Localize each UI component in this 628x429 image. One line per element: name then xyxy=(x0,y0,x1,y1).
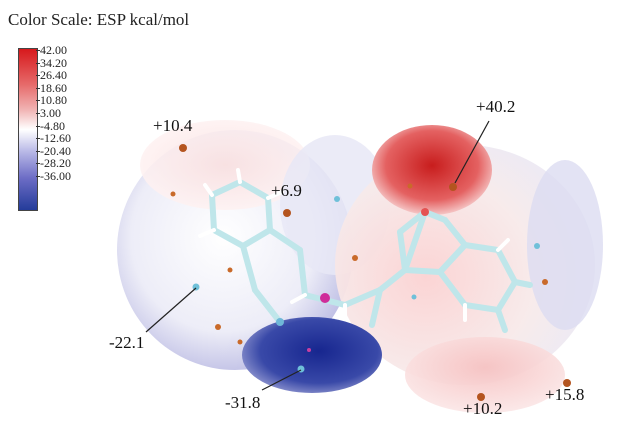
scale-tick: -20.40 xyxy=(36,143,71,158)
scale-tick: -36.00 xyxy=(36,168,71,183)
extrema-points xyxy=(170,144,571,401)
surface-region-positive xyxy=(372,125,492,215)
surface-lobe-far-right xyxy=(527,160,603,330)
esp-value-label: +6.9 xyxy=(271,181,302,200)
color-scale-ticks: 42.00 34.20 26.40 18.60 10.80 3.00 -4.80… xyxy=(36,44,71,183)
atom-oxygen xyxy=(320,293,330,303)
scale-tick: -4.80 xyxy=(36,119,71,133)
scale-tick: 26.40 xyxy=(36,69,71,82)
atom-oxygen xyxy=(421,208,429,216)
scale-tick: -28.20 xyxy=(36,156,71,171)
color-scale-title: Color Scale: ESP kcal/mol xyxy=(8,10,190,29)
esp-value-label: +10.4 xyxy=(153,116,193,135)
scale-tick: 18.60 xyxy=(36,82,71,95)
scale-tick: 34.20 xyxy=(36,56,71,70)
scale-tick: 10.80 xyxy=(36,94,71,107)
esp-value-label: +15.8 xyxy=(545,385,585,404)
esp-value-label: -22.1 xyxy=(109,333,145,352)
scale-tick: 3.00 xyxy=(36,107,71,120)
surface-region-bottom xyxy=(405,337,565,413)
surface-region-negative xyxy=(242,317,382,393)
scale-tick: 42.00 xyxy=(36,44,71,57)
annotation-leaders xyxy=(145,120,490,391)
molecule-hydrogens xyxy=(198,168,510,322)
esp-value-label: -31.8 xyxy=(225,393,261,412)
surface-lobe-top xyxy=(140,120,310,210)
atom-nitrogen xyxy=(276,318,284,326)
scale-tick: -12.60 xyxy=(36,131,71,146)
color-scale-bar xyxy=(18,48,38,211)
esp-value-label: +10.2 xyxy=(463,399,503,418)
esp-value-label: +40.2 xyxy=(476,97,516,116)
